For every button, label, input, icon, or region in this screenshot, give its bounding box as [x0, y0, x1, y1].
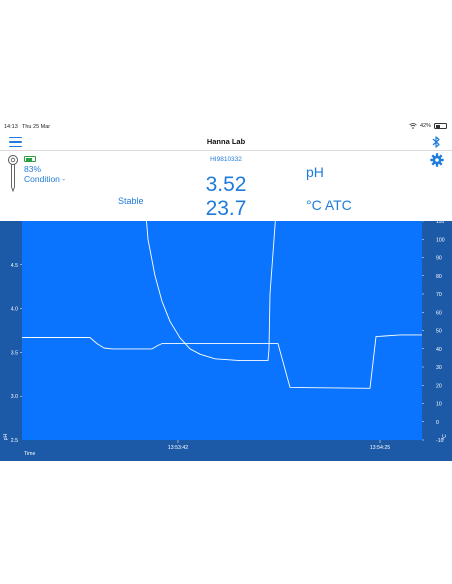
plot-area — [22, 221, 422, 440]
right-tick-label: 100 — [436, 237, 445, 243]
nav-bar: Hanna Lab — [0, 133, 452, 151]
right-tick-label: 0 — [436, 420, 439, 426]
right-tick-label: 20 — [436, 383, 442, 389]
status-bar: 14:13 Thu 25 Mar 42% — [0, 121, 452, 133]
ph-temp-chart[interactable]: 4.54.03.53.02.5pH11010090807060504030201… — [0, 221, 452, 461]
left-tick-label: 3.5 — [11, 350, 18, 356]
right-tick-label: 110 — [436, 221, 444, 225]
nav-title: Hanna Lab — [206, 137, 246, 146]
right-axis-label: °C — [442, 434, 448, 440]
right-tick-label: 60 — [436, 310, 442, 316]
ph-value: 3.52 — [205, 173, 247, 196]
x-axis-label: Time — [24, 451, 35, 457]
temp-value: 23.7 — [205, 197, 247, 220]
right-tick-label: 80 — [436, 274, 442, 280]
right-tick-label: 50 — [436, 329, 442, 335]
ph-unit: pH — [306, 164, 324, 180]
right-tick-label: 30 — [436, 365, 442, 371]
left-axis-label: pH — [3, 433, 9, 440]
right-tick-label: 10 — [436, 402, 442, 408]
settings-gear-icon[interactable] — [430, 153, 444, 167]
bluetooth-icon[interactable] — [431, 136, 441, 148]
left-tick-label: 3.0 — [11, 394, 18, 400]
chart-panel: 4.5 4.0 3.5 3.0 2.5 pH 110 100 90 80 70 60 50 40 30 20 1… — [0, 221, 452, 461]
status-time: 14:13 — [4, 124, 18, 130]
menu-icon[interactable] — [9, 137, 22, 147]
status-battery-pct: 42% — [419, 123, 431, 129]
status-date: Thu 25 Mar — [22, 124, 51, 130]
battery-icon — [434, 123, 447, 129]
right-tick-label: -10 — [436, 438, 444, 444]
x-tick-label: 13:53:42 — [168, 445, 188, 451]
left-tick-label: 4.0 — [11, 307, 18, 313]
left-tick-label: 4.5 — [11, 263, 18, 269]
temp-series-line — [146, 221, 276, 362]
x-tick-label: 13:54:25 — [370, 445, 390, 451]
right-tick-label: 90 — [436, 256, 442, 262]
right-tick-label: 70 — [436, 292, 442, 298]
bottom-area — [0, 461, 452, 584]
probe-condition: Condition - — [24, 174, 66, 184]
stability-status: Stable — [118, 196, 144, 206]
device-name: HI9810332 — [210, 156, 242, 163]
probe-battery-pct: 83% — [24, 164, 42, 174]
reading-header: 83% Condition - HI9810332 Stable 3.52 23… — [0, 151, 452, 221]
temp-unit: °C ATC — [306, 197, 352, 213]
probe-battery-icon — [24, 156, 36, 162]
wifi-icon — [409, 123, 417, 129]
probe-icon[interactable] — [7, 154, 19, 192]
left-tick-label: 2.5 — [11, 438, 18, 444]
right-tick-label: 40 — [436, 347, 442, 353]
status-right: 42% — [409, 123, 447, 129]
ph-series-line — [22, 334, 422, 389]
